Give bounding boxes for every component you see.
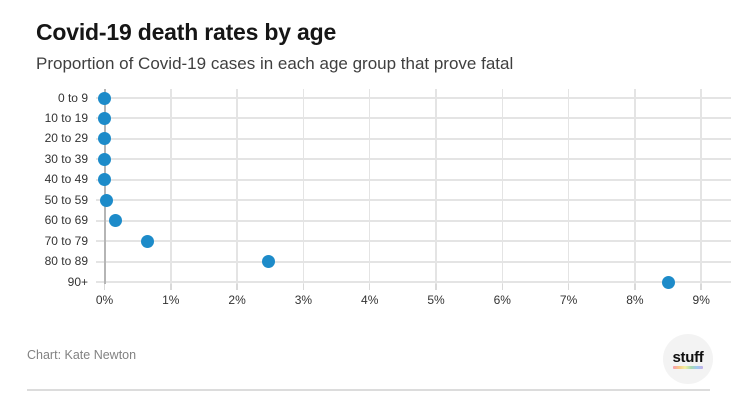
x-axis-label: 2% xyxy=(228,293,246,307)
x-axis-label: 5% xyxy=(427,293,445,307)
data-point[interactable] xyxy=(98,111,111,125)
x-axis-tick xyxy=(567,284,570,290)
data-point[interactable] xyxy=(99,193,113,207)
row-gridline xyxy=(96,158,731,161)
x-gridline xyxy=(567,89,570,284)
y-axis-label: 0 to 9 xyxy=(57,90,88,105)
y-axis-label: 10 to 19 xyxy=(44,110,88,125)
x-axis-tick xyxy=(634,284,636,290)
x-axis-label: 6% xyxy=(493,293,511,307)
row-gridline xyxy=(96,240,731,243)
data-point[interactable] xyxy=(141,234,155,248)
data-point[interactable] xyxy=(98,91,111,105)
chart-subtitle: Proportion of Covid-19 cases in each age… xyxy=(36,54,514,73)
row-gridline xyxy=(96,219,731,222)
chart-title: Covid-19 death rates by age xyxy=(36,19,337,45)
y-axis-label: 90+ xyxy=(67,274,88,289)
x-axis-tick xyxy=(302,284,305,290)
row-gridline xyxy=(96,97,731,99)
stuff-logo: stuff xyxy=(663,334,713,384)
y-axis-label: 60 to 69 xyxy=(44,213,88,228)
data-point[interactable] xyxy=(661,275,675,289)
data-point[interactable] xyxy=(98,132,111,146)
stuff-logo-text: stuff xyxy=(672,348,704,366)
x-gridline xyxy=(368,89,371,284)
row-gridline xyxy=(96,178,731,181)
x-axis-zero-line xyxy=(103,89,106,284)
data-point[interactable] xyxy=(98,152,111,166)
x-axis-label: 9% xyxy=(692,293,710,307)
footer-credit: Chart: Kate Newton xyxy=(27,348,137,362)
row-gridline xyxy=(96,137,731,140)
x-gridline xyxy=(435,89,437,284)
data-point[interactable] xyxy=(109,214,123,228)
x-gridline xyxy=(634,89,636,284)
x-axis-label: 4% xyxy=(361,293,379,307)
y-axis-label: 20 to 29 xyxy=(44,131,88,146)
x-axis-tick xyxy=(501,284,504,290)
x-axis-label: 7% xyxy=(559,293,578,307)
y-axis-label: 50 to 59 xyxy=(44,192,88,207)
x-axis-tick xyxy=(170,284,172,290)
y-axis-label: 40 to 49 xyxy=(44,172,88,187)
data-point[interactable] xyxy=(261,255,275,269)
x-gridline xyxy=(236,89,238,284)
x-gridline xyxy=(700,89,702,284)
y-axis-label: 30 to 39 xyxy=(44,151,88,166)
x-axis-label: 1% xyxy=(162,293,180,307)
y-axis-label: 70 to 79 xyxy=(44,233,88,248)
x-axis-tick xyxy=(103,284,106,290)
row-gridline xyxy=(96,260,731,263)
row-gridline xyxy=(96,199,731,202)
x-gridline xyxy=(170,89,172,284)
x-axis-tick xyxy=(368,284,371,290)
x-gridline xyxy=(501,89,504,284)
x-axis-label: 3% xyxy=(294,293,313,307)
rainbow-underline-icon xyxy=(673,365,703,369)
x-axis-label: 0% xyxy=(95,293,114,307)
y-axis-label: 80 to 89 xyxy=(44,254,88,269)
x-axis-label: 8% xyxy=(626,293,644,307)
x-axis-tick xyxy=(435,284,437,290)
x-gridline xyxy=(302,89,305,284)
data-point[interactable] xyxy=(98,173,111,187)
x-axis-tick xyxy=(700,284,702,290)
x-axis-tick xyxy=(236,284,238,290)
row-gridline xyxy=(96,117,731,120)
row-gridline xyxy=(96,281,731,284)
bottom-divider xyxy=(27,389,710,391)
